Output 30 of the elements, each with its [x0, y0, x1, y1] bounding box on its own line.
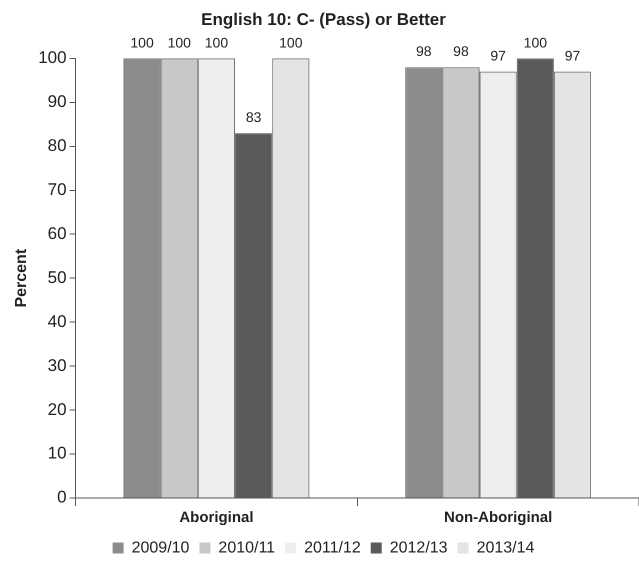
data-label: 100 [279, 34, 303, 50]
legend-label: 2011/12 [304, 539, 361, 556]
data-label: 98 [453, 43, 469, 60]
data-label: 100 [168, 34, 192, 50]
data-label: 97 [564, 47, 581, 64]
y-tick-label: 40 [48, 312, 67, 331]
data-label: 100 [204, 34, 228, 50]
x-tick-label: Aboriginal [179, 509, 254, 526]
legend-label: 2013/14 [476, 539, 535, 556]
legend-label: 2010/11 [218, 539, 276, 556]
data-label: 98 [416, 43, 432, 60]
y-tick-label: 20 [48, 400, 67, 419]
x-tick-label: Non-Aboriginal [444, 509, 552, 526]
y-tick-label: 80 [48, 136, 67, 156]
y-tick-label: 30 [48, 356, 67, 375]
y-tick-label: 50 [48, 268, 67, 287]
legend-label: 2009/10 [132, 539, 190, 556]
y-tick-label: 90 [48, 92, 67, 112]
y-tick-label: 60 [48, 224, 67, 243]
data-label: 97 [490, 47, 506, 64]
y-tick-label: 10 [48, 444, 67, 463]
y-tick-label: 70 [48, 180, 67, 199]
data-label: 100 [130, 34, 154, 50]
y-tick-label: 100 [38, 48, 67, 68]
chart-title: English 10: C- (Pass) or Better [201, 10, 446, 29]
y-axis-title: Percent [13, 248, 30, 308]
data-label: 100 [524, 34, 548, 50]
legend-label: 2012/13 [390, 539, 448, 556]
y-tick-label: 0 [57, 488, 67, 507]
data-label: 83 [246, 108, 262, 125]
